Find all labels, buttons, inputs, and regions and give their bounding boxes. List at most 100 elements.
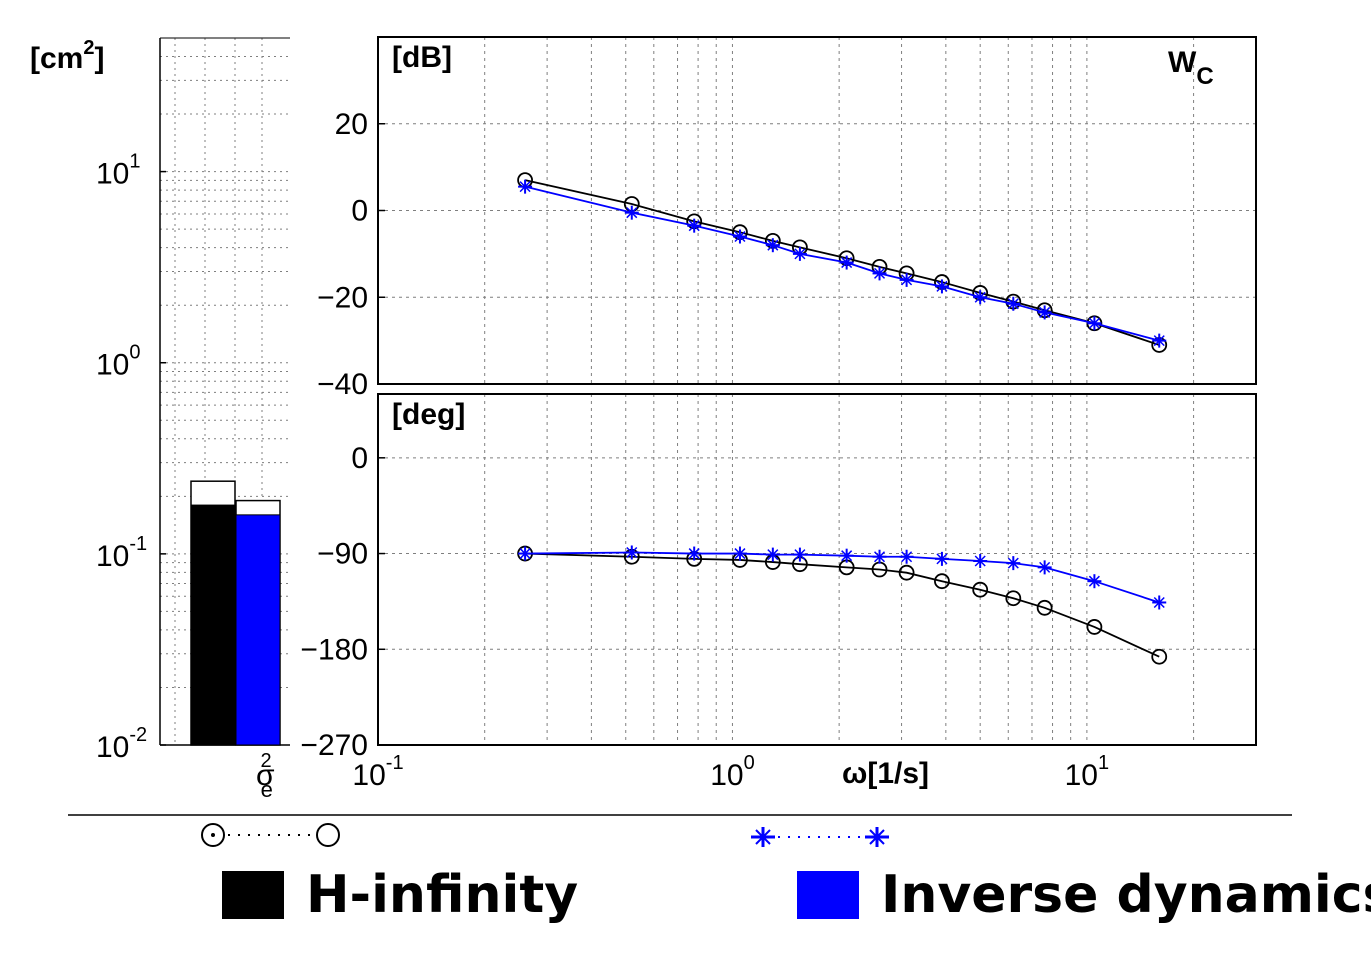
star-stroke bbox=[755, 829, 771, 845]
bar-y-tick-label: 101 bbox=[96, 151, 141, 191]
star-stroke bbox=[974, 291, 986, 303]
star-stroke bbox=[1153, 596, 1165, 609]
phase-point-invdyn bbox=[839, 548, 854, 563]
magnitude-point-invdyn bbox=[1037, 305, 1052, 320]
phase-frame bbox=[377, 393, 1257, 746]
phase-point-invdyn bbox=[765, 547, 780, 562]
phase-point-hinf bbox=[1036, 599, 1053, 616]
phase-point-invdyn bbox=[1087, 574, 1102, 589]
star-stroke bbox=[767, 549, 779, 561]
annotation-base: W bbox=[1168, 46, 1197, 79]
magnitude-point-invdyn bbox=[1087, 316, 1102, 331]
bar-y-tick-exp: 1 bbox=[129, 151, 140, 173]
x-tick-exp: 1 bbox=[1098, 752, 1109, 774]
phase-x-tick-label: 10-1 bbox=[352, 752, 403, 792]
bar-y-tick-label: 10-1 bbox=[96, 533, 147, 573]
bar-x-label-base: σ bbox=[256, 759, 275, 792]
x-tick-base: 10 bbox=[710, 759, 743, 792]
bar-y-tick-base: 10 bbox=[96, 158, 129, 191]
star-stroke bbox=[688, 220, 700, 232]
phase-point-hinf bbox=[1086, 619, 1103, 635]
legend-hinf: H-infinity bbox=[222, 860, 578, 930]
phase-y-tick-label: 0 bbox=[351, 442, 368, 475]
legend-invdyn-swatch bbox=[797, 871, 859, 919]
magnitude-point-invdyn bbox=[1152, 333, 1167, 348]
star-stroke bbox=[1153, 335, 1165, 347]
legend-hinf-swatch bbox=[222, 871, 284, 919]
phase-point-hinf bbox=[1005, 590, 1022, 607]
phase-y-tick-label: −270 bbox=[300, 729, 368, 762]
star-stroke bbox=[873, 551, 886, 563]
magnitude-point-invdyn bbox=[624, 205, 639, 220]
magnitude-point-invdyn bbox=[765, 238, 780, 253]
bar-x-label: σ2 e bbox=[256, 750, 275, 802]
x-tick-exp: -1 bbox=[386, 752, 404, 774]
star-stroke bbox=[519, 548, 531, 560]
magnitude-point-invdyn bbox=[687, 218, 702, 233]
legend-invdyn-marker bbox=[865, 827, 889, 847]
bar-x-label-sub: e bbox=[261, 777, 273, 802]
magnitude-point-invdyn bbox=[839, 255, 854, 270]
phase-point-invdyn bbox=[973, 553, 988, 568]
magnitude-annotation: WC bbox=[1168, 46, 1214, 90]
phase-y-label: [deg] bbox=[392, 398, 465, 431]
bar-y-tick-exp: 0 bbox=[129, 342, 140, 364]
phase-point-invdyn bbox=[518, 546, 533, 561]
bar-invdyn bbox=[235, 514, 281, 746]
magnitude-point-invdyn bbox=[792, 246, 807, 261]
star-stroke bbox=[936, 553, 948, 565]
bar-x-label-sup: 2 bbox=[261, 750, 272, 772]
phase-point-invdyn bbox=[792, 547, 807, 562]
x-tick-base: 10 bbox=[1065, 759, 1098, 792]
phase-y-tick-label: −90 bbox=[317, 538, 368, 571]
legend-hinf-label: H-infinity bbox=[306, 865, 579, 925]
star-stroke bbox=[1007, 557, 1019, 569]
phase-point-invdyn bbox=[687, 546, 702, 561]
phase-point-hinf bbox=[898, 564, 915, 581]
phase-point-invdyn bbox=[732, 546, 747, 561]
magnitude-point-invdyn bbox=[899, 272, 914, 287]
star-stroke bbox=[936, 280, 948, 292]
phase-y-tick-label: −180 bbox=[300, 633, 368, 666]
phase-point-invdyn bbox=[1037, 560, 1052, 575]
bar-hinf bbox=[190, 504, 236, 746]
magnitude-point-invdyn bbox=[973, 290, 988, 305]
bar-y-tick-base: 10 bbox=[96, 349, 129, 382]
magnitude-point-invdyn bbox=[934, 279, 949, 294]
phase-point-invdyn bbox=[624, 545, 639, 560]
magnitude-y-tick-label: −20 bbox=[317, 281, 368, 314]
star-stroke bbox=[869, 829, 885, 845]
phase-point-hinf bbox=[972, 581, 989, 598]
phase-x-tick-label: 100 bbox=[710, 752, 755, 792]
star-stroke bbox=[794, 549, 806, 561]
phase-point-hinf bbox=[1151, 648, 1168, 665]
star-stroke bbox=[873, 267, 886, 279]
magnitude-y-tick-label: 20 bbox=[335, 108, 368, 141]
phase-point-invdyn bbox=[899, 549, 914, 564]
phase-point-hinf bbox=[934, 573, 950, 590]
magnitude-y-tick-label: −40 bbox=[317, 368, 368, 401]
star-stroke bbox=[901, 551, 913, 563]
bar-y-tick-label: 100 bbox=[96, 342, 141, 382]
star-stroke bbox=[767, 239, 779, 251]
legend-hinf-marker bbox=[316, 823, 340, 847]
phase-x-tick-label: 101 bbox=[1065, 752, 1110, 792]
magnitude-point-invdyn bbox=[872, 266, 887, 281]
magnitude-point-invdyn bbox=[1006, 296, 1021, 311]
star-stroke bbox=[1088, 575, 1100, 587]
bar-y-tick-exp: -2 bbox=[129, 724, 147, 746]
bar-y-tick-label: 10-2 bbox=[96, 724, 147, 764]
phase-point-invdyn bbox=[872, 549, 887, 564]
phase-point-invdyn bbox=[934, 551, 949, 566]
legend-invdyn-label: Inverse dynamics bbox=[881, 865, 1371, 925]
phase-point-invdyn bbox=[1006, 556, 1021, 571]
star-stroke bbox=[841, 257, 853, 269]
legend-hinf-marker-dot bbox=[211, 833, 215, 837]
star-stroke bbox=[734, 230, 746, 243]
legend-markers bbox=[201, 823, 889, 847]
star-stroke bbox=[901, 274, 913, 286]
phase-series-line-hinf bbox=[525, 552, 1160, 658]
